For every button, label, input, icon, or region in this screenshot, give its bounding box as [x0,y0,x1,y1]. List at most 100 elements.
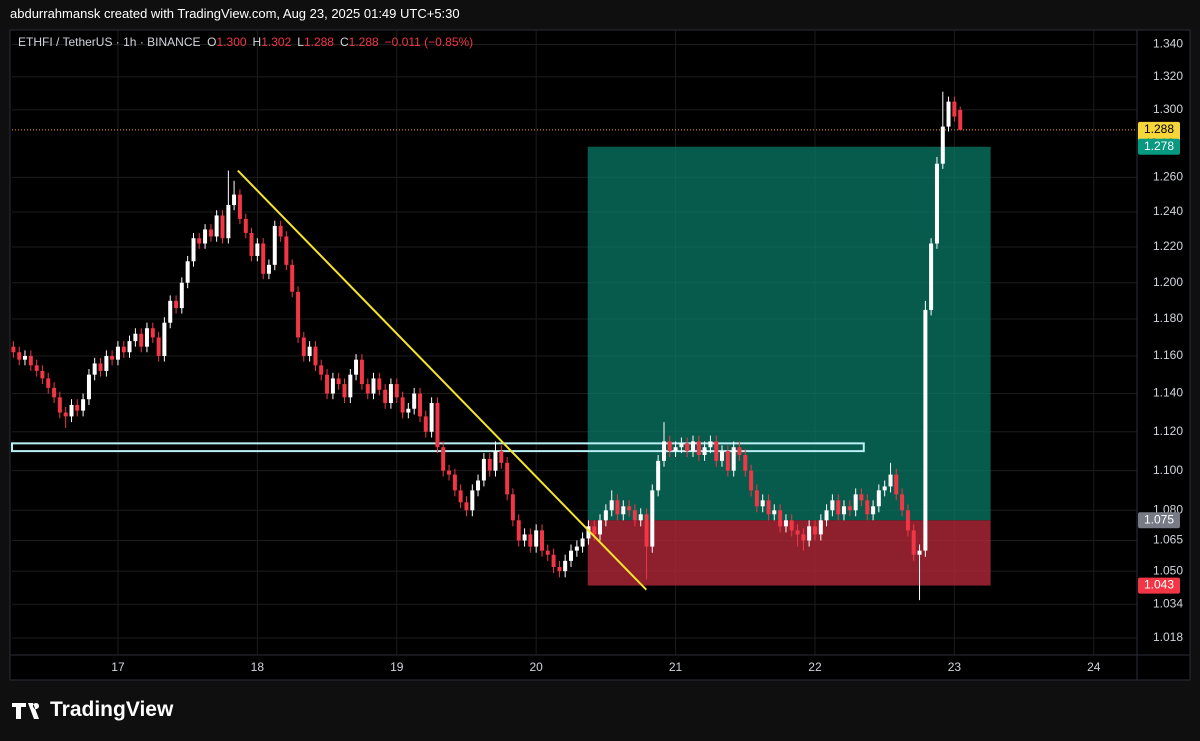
candle-body [510,494,515,521]
candle-body [661,441,666,461]
candle-body [139,333,144,347]
candle-body [499,451,504,463]
candle-body [377,378,382,390]
candle-body [946,101,951,127]
candle-body [185,261,190,283]
candle-body [81,399,86,411]
candle-body [208,229,213,237]
price-label: 1.075 [1144,512,1174,526]
candle-body [388,384,393,404]
candle-body [319,365,324,375]
candle-body [174,300,179,309]
y-tick-label: 1.018 [1153,630,1183,644]
candle-body [900,494,905,511]
candle-body [667,441,672,452]
candle-body [609,500,614,511]
y-tick-label: 1.050 [1153,563,1183,577]
price-label: 1.043 [1144,578,1174,592]
x-tick-label: 17 [111,660,125,674]
candle-body [586,526,591,539]
candle-body [772,510,777,515]
candle-body [853,494,858,511]
candle-body [783,520,788,527]
symbol: ETHFI / TetherUS · 1h · BINANCE [18,35,201,49]
candle-body [284,236,289,265]
candle-body [801,534,806,541]
y-tick-label: 1.180 [1153,311,1183,325]
candle-body [714,441,719,461]
y-tick-label: 1.065 [1153,533,1183,547]
candle-body [557,567,562,572]
candle-body [168,300,173,323]
candle-body [621,506,626,515]
target-zone [587,146,991,521]
x-tick-label: 18 [251,660,265,674]
candle-body [394,384,399,398]
candle-body [807,526,812,541]
candle-body [871,506,876,515]
x-tick-label: 21 [669,660,683,674]
plot: 1.340 1.320 1.300 1.260 1.240 1.220 1.200 1.180… [10,30,1190,680]
candle-body [266,264,271,274]
candle-body [812,526,817,535]
y-tick-label: 1.140 [1153,386,1183,400]
y-tick-label: 1.260 [1153,170,1183,184]
candle-body [156,337,161,356]
candle-body [650,490,655,547]
logo-icon [12,703,40,719]
candle-body [435,403,440,448]
candle-body [98,363,103,371]
candle-body [952,101,957,117]
candle-body [452,474,457,491]
candle-body [638,514,643,521]
candle-body [325,374,330,394]
candle-body [859,494,864,501]
candle-body [447,470,452,475]
candle-body [57,397,62,413]
candle-body [847,506,852,511]
candle-body [481,458,486,481]
candle-body [731,447,736,471]
candle-body [52,387,57,398]
candle-body [383,389,388,404]
candle-body [598,520,603,535]
price-label-box [1138,577,1180,594]
x-tick-label: 20 [529,660,543,674]
candle-body [400,397,405,413]
y-tick-label: 1.160 [1153,348,1183,362]
candle-body [569,550,574,561]
candle-body [894,474,899,495]
candle-body [644,514,649,547]
candle-body [679,443,684,448]
ohlc-label: C [339,35,349,49]
candle-body [226,204,231,239]
candle-body [545,550,550,555]
candle-body [418,393,423,417]
candle-body [121,346,126,353]
candle-body [203,229,208,244]
y-tick-label: 1.200 [1153,275,1183,289]
candle-body [737,447,742,456]
x-tick-label: 22 [808,660,822,674]
candle-body [429,403,434,432]
candle-body [719,451,724,461]
legend: ETHFI / TetherUS · 1h · BINANCE O1.300 H1… [18,35,479,49]
candle-body [580,538,585,547]
candle-body [743,455,748,471]
candle-body [522,534,527,541]
candle-body [150,328,155,338]
candle-body [789,520,794,531]
price-label-box [1138,512,1180,529]
ohlc-label: L [297,35,304,49]
candle-body [795,530,800,535]
candle-body [725,451,730,471]
candle-body [133,333,138,342]
candle-body [505,462,510,495]
candle-body [493,451,498,471]
candle-body [40,370,45,379]
candle-body [191,238,196,262]
candle-body [179,282,184,309]
y-tick-label: 1.320 [1153,69,1183,83]
y-tick-label: 1.100 [1153,463,1183,477]
